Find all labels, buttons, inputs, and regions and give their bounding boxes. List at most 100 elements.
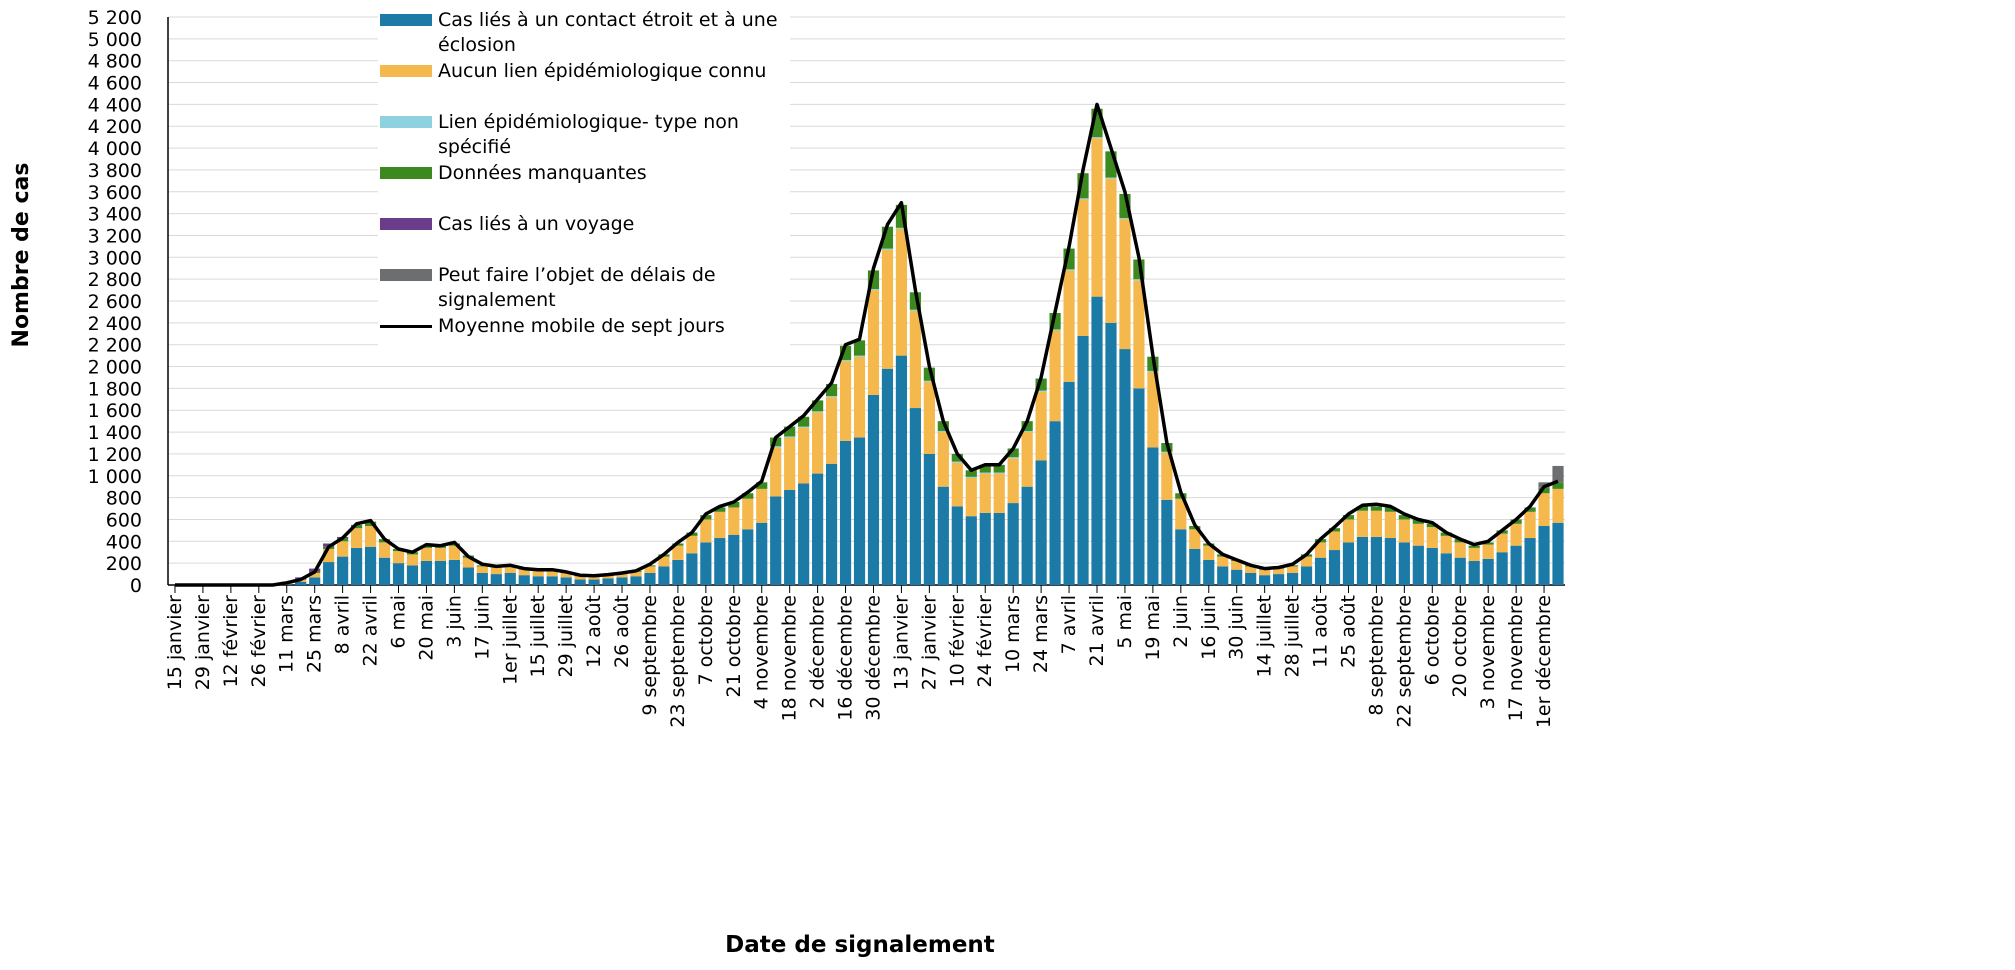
bar-segment: [853, 355, 866, 357]
bar-segment: [309, 572, 321, 578]
bar-segment: [1259, 575, 1271, 585]
legend-label: Cas liés à un contact étroit et à une éc…: [438, 9, 778, 56]
bar-segment: [1524, 507, 1536, 512]
bar-segment: [867, 394, 880, 585]
bar-segment: [1524, 511, 1536, 539]
bar-segment: [1259, 569, 1271, 576]
bar-segment: [1091, 108, 1103, 138]
bar-segment: [923, 453, 935, 585]
x-tick-label: 5 mai: [1114, 595, 1136, 649]
x-tick-label: 19 mai: [1142, 595, 1164, 661]
bar-segment: [1384, 507, 1396, 512]
bar-segment: [1021, 486, 1033, 585]
bar-segment: [867, 288, 880, 291]
bar-segment: [588, 579, 600, 585]
bar-segment: [1426, 527, 1438, 548]
bar-segment: [1063, 381, 1075, 585]
bar-segment: [895, 227, 908, 229]
bar-segment: [1147, 447, 1159, 585]
x-tick-label: 3 juin: [443, 595, 465, 648]
bar-segment: [1426, 547, 1438, 585]
bar-segment: [784, 489, 796, 585]
bar-segment: [756, 522, 768, 585]
x-tick-label: 30 juin: [1226, 595, 1248, 660]
y-tick-label: 800: [106, 488, 142, 510]
bar-segment: [1552, 465, 1564, 483]
bar-segment: [1482, 558, 1494, 585]
bar-segment: [1454, 557, 1466, 585]
x-tick-label: 7 octobre: [695, 595, 717, 685]
bar-segment: [1035, 460, 1047, 585]
bar-segment: [686, 553, 698, 585]
bar-segment: [574, 579, 586, 585]
bar-segment: [784, 436, 796, 438]
bar-segment: [1189, 548, 1201, 585]
bar-segment: [1384, 538, 1396, 585]
bar-segment: [1273, 568, 1285, 575]
bar-segment: [700, 515, 712, 520]
bar-segment: [1147, 372, 1159, 448]
bar-segment: [756, 482, 768, 489]
x-tick-label: 11 août: [1310, 595, 1332, 668]
x-tick-label: 16 juin: [1198, 595, 1220, 660]
y-tick-label: 2 800: [88, 269, 142, 291]
x-tick-label: 10 mars: [1002, 595, 1024, 673]
bar-segment: [323, 548, 335, 563]
y-tick-label: 2 600: [88, 291, 142, 313]
legend-label: Aucun lien épidémiologique connu: [438, 60, 767, 82]
bar-segment: [1231, 569, 1243, 585]
bar-segment: [1063, 269, 1075, 271]
bar-segment: [1510, 523, 1522, 546]
x-tick-label: 28 juillet: [1282, 595, 1304, 678]
bar-segment: [406, 565, 419, 585]
legend-swatch: [380, 167, 432, 179]
x-tick-label: 15 janvier: [164, 595, 186, 690]
bar-segment: [1105, 322, 1117, 585]
bar-segment: [630, 576, 642, 585]
bar-segment: [909, 292, 921, 310]
bar-segment: [923, 367, 935, 381]
bar-segment: [1175, 498, 1187, 530]
bar-segment: [1133, 280, 1145, 389]
bar-segment: [1105, 178, 1117, 323]
bar-segment: [616, 577, 628, 585]
bar-segment: [700, 542, 712, 585]
bar-segment: [714, 507, 726, 512]
bar-segment: [798, 427, 810, 484]
legend-swatch: [380, 325, 432, 328]
y-tick-label: 2 400: [88, 313, 142, 335]
bar-segment: [1454, 542, 1466, 558]
legend-item: Données manquantes: [378, 161, 790, 211]
bar-segment: [770, 496, 782, 585]
bar-segment: [1468, 545, 1480, 548]
x-tick-label: 10 février: [946, 595, 968, 688]
bar-segment: [309, 577, 321, 585]
bar-segment: [951, 453, 963, 462]
x-tick-label: 22 avril: [360, 595, 382, 666]
bar-segment: [560, 577, 572, 585]
bar-segment: [825, 463, 838, 585]
bar-segment: [1217, 566, 1229, 585]
bar-segment: [420, 547, 433, 561]
bar-segment: [714, 511, 726, 539]
y-tick-label: 1 200: [88, 444, 142, 466]
legend-item: Aucun lien épidémiologique connu: [378, 59, 790, 109]
bar-segment: [1342, 515, 1355, 520]
bar-segment: [672, 559, 684, 585]
bar-segment: [853, 356, 866, 438]
bar-segment: [1552, 488, 1564, 523]
bar-segment: [1412, 545, 1424, 585]
bar-segment: [602, 578, 614, 585]
y-tick-label: 3 000: [88, 247, 142, 269]
bar-segment: [965, 477, 977, 517]
legend-label: Données manquantes: [438, 162, 647, 184]
bar-segment: [476, 572, 488, 585]
x-tick-label: 29 juillet: [555, 595, 577, 678]
y-tick-label: 1 400: [88, 422, 142, 444]
bar-segment: [1119, 349, 1131, 585]
y-tick-label: 2 000: [88, 357, 142, 379]
bar-segment: [951, 506, 963, 585]
bar-segment: [1552, 522, 1564, 585]
bar-segment: [1468, 547, 1480, 561]
bar-segment: [798, 483, 810, 585]
